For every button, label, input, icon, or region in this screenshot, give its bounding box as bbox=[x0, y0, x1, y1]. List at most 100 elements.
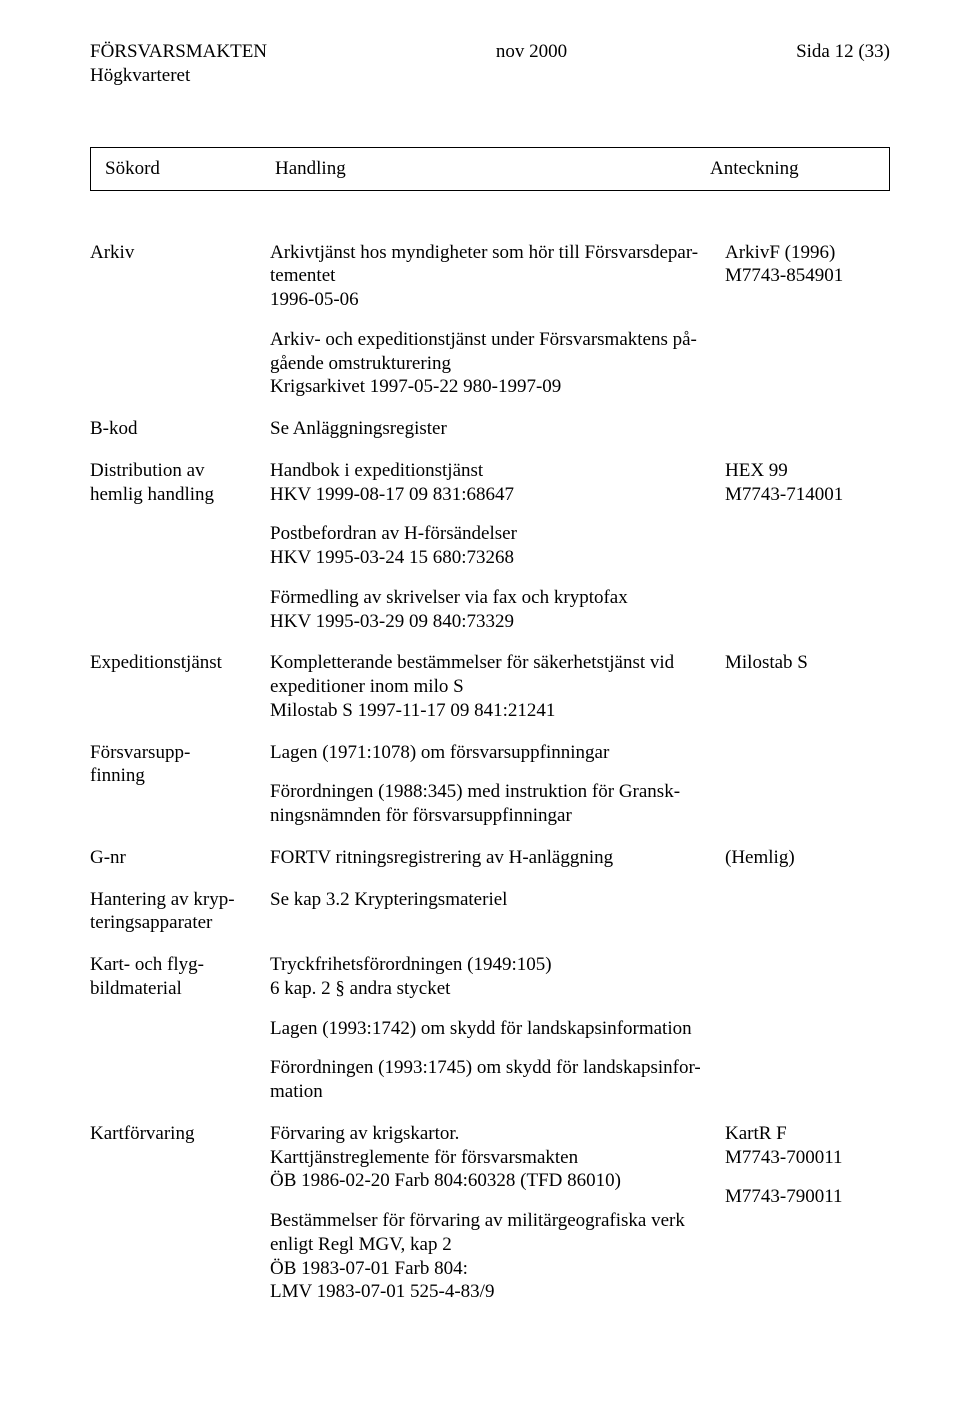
sokord-line: G-nr bbox=[90, 846, 260, 870]
column-header-frame: Sökord Handling Anteckning bbox=[90, 147, 890, 191]
entry-handling: FORTV ritningsregistrering av H-anläggni… bbox=[270, 846, 725, 870]
entry-anteckning: KartR FM7743-700011 M7743-790011 bbox=[725, 1122, 890, 1304]
handling-block: Bestämmelser för förvaring av militärgeo… bbox=[270, 1209, 707, 1304]
anteckning-line: (Hemlig) bbox=[725, 846, 890, 870]
entry-anteckning bbox=[725, 888, 890, 936]
handling-line: Postbefordran av H-försändelser bbox=[270, 522, 707, 546]
handling-block: Tryckfrihetsförordningen (1949:105)6 kap… bbox=[270, 953, 707, 1001]
handling-line: Krigsarkivet 1997-05-22 980-1997-09 bbox=[270, 375, 707, 399]
handling-line: Förmedling av skrivelser via fax och kry… bbox=[270, 586, 707, 610]
entry-row: Hantering av kryp-teringsapparaterSe kap… bbox=[90, 888, 890, 936]
handling-block: Se kap 3.2 Krypteringsmateriel bbox=[270, 888, 707, 912]
entry-row: B-kod Se Anläggningsregister bbox=[90, 417, 890, 441]
column-header-sokord: Sökord bbox=[105, 158, 275, 180]
handling-block: Förvaring av krigskartor.Karttjänstregle… bbox=[270, 1122, 707, 1193]
entry-row: Försvarsupp-finningLagen (1971:1078) om … bbox=[90, 741, 890, 828]
sokord-line: finning bbox=[90, 764, 260, 788]
sokord-line: Försvarsupp- bbox=[90, 741, 260, 765]
entry-sokord: Hantering av kryp-teringsapparater bbox=[90, 888, 270, 936]
entry-handling: Se Anläggningsregister bbox=[270, 417, 725, 441]
entries-list: Arkiv Arkivtjänst hos myndigheter som hör… bbox=[90, 241, 890, 1305]
handling-line: ningsnämnden för försvarsuppfinningar bbox=[270, 804, 707, 828]
handling-line: mation bbox=[270, 1080, 707, 1104]
handling-block: Se Anläggningsregister bbox=[270, 417, 707, 441]
sokord-line: B-kod bbox=[90, 417, 260, 441]
handling-block: Postbefordran av H-försändelserHKV 1995-… bbox=[270, 522, 707, 570]
header-page: Sida 12 (33) bbox=[796, 40, 890, 65]
anteckning-line: ArkivF (1996) bbox=[725, 241, 890, 265]
anteckning-line: M7743-700011 bbox=[725, 1146, 890, 1170]
column-header-row: Sökord Handling Anteckning bbox=[105, 158, 875, 180]
entry-handling: Handbok i expeditionstjänstHKV 1999-08-1… bbox=[270, 459, 725, 634]
entry-anteckning: (Hemlig) bbox=[725, 846, 890, 870]
handling-block: Arkivtjänst hos myndigheter som hör till… bbox=[270, 241, 707, 312]
handling-block: Kompletterande bestämmelser för säkerhet… bbox=[270, 651, 707, 722]
entry-sokord: Kart- och flyg-bildmaterial bbox=[90, 953, 270, 1104]
entry-sokord: Expeditionstjänst bbox=[90, 651, 270, 722]
entry-anteckning bbox=[725, 417, 890, 441]
handling-line: enligt Regl MGV, kap 2 bbox=[270, 1233, 707, 1257]
sokord-line: Kartförvaring bbox=[90, 1122, 260, 1146]
entry-row: Distribution avhemlig handlingHandbok i … bbox=[90, 459, 890, 634]
handling-line: LMV 1983-07-01 525-4-83/9 bbox=[270, 1280, 707, 1304]
handling-block: Förordningen (1988:345) med instruktion … bbox=[270, 780, 707, 828]
handling-line: Kompletterande bestämmelser för säkerhet… bbox=[270, 651, 707, 675]
handling-line: Arkivtjänst hos myndigheter som hör till… bbox=[270, 241, 707, 265]
handling-line: Se Anläggningsregister bbox=[270, 417, 707, 441]
column-header-anteckning: Anteckning bbox=[710, 158, 875, 180]
entry-sokord: Kartförvaring bbox=[90, 1122, 270, 1304]
page: FÖRSVARSMAKTEN nov 2000 Sida 12 (33) Hög… bbox=[0, 0, 960, 1406]
entry-anteckning: ArkivF (1996)M7743-854901 bbox=[725, 241, 890, 400]
entry-handling: Tryckfrihetsförordningen (1949:105)6 kap… bbox=[270, 953, 725, 1104]
entry-sokord: B-kod bbox=[90, 417, 270, 441]
entry-sokord: Arkiv bbox=[90, 241, 270, 400]
entry-sokord: Försvarsupp-finning bbox=[90, 741, 270, 828]
entry-sokord: G-nr bbox=[90, 846, 270, 870]
entry-sokord: Distribution avhemlig handling bbox=[90, 459, 270, 634]
handling-block: Handbok i expeditionstjänstHKV 1999-08-1… bbox=[270, 459, 707, 507]
anteckning-line: Milostab S bbox=[725, 651, 890, 675]
handling-block: Lagen (1971:1078) om försvarsuppfinninga… bbox=[270, 741, 707, 765]
handling-line: Förordningen (1993:1745) om skydd för la… bbox=[270, 1056, 707, 1080]
handling-block: Lagen (1993:1742) om skydd för landskaps… bbox=[270, 1017, 707, 1041]
entry-anteckning: Milostab S bbox=[725, 651, 890, 722]
handling-line: Arkiv- och expeditionstjänst under Försv… bbox=[270, 328, 707, 352]
sokord-line: bildmaterial bbox=[90, 977, 260, 1001]
handling-block: Arkiv- och expeditionstjänst under Försv… bbox=[270, 328, 707, 399]
anteckning-block: KartR FM7743-700011 bbox=[725, 1122, 890, 1170]
handling-line: HKV 1995-03-24 15 680:73268 bbox=[270, 546, 707, 570]
entry-row: Kart- och flyg-bildmaterialTryckfrihetsf… bbox=[90, 953, 890, 1104]
handling-line: 1996-05-06 bbox=[270, 288, 707, 312]
handling-line: Förvaring av krigskartor. bbox=[270, 1122, 707, 1146]
handling-line: FORTV ritningsregistrering av H-anläggni… bbox=[270, 846, 707, 870]
entry-anteckning bbox=[725, 953, 890, 1104]
handling-line: Tryckfrihetsförordningen (1949:105) bbox=[270, 953, 707, 977]
entry-handling: Förvaring av krigskartor.Karttjänstregle… bbox=[270, 1122, 725, 1304]
handling-block: Förmedling av skrivelser via fax och kry… bbox=[270, 586, 707, 634]
anteckning-line: M7743-854901 bbox=[725, 264, 890, 288]
anteckning-line: M7743-790011 bbox=[725, 1185, 890, 1209]
handling-block: Förordningen (1993:1745) om skydd för la… bbox=[270, 1056, 707, 1104]
entry-handling: Lagen (1971:1078) om försvarsuppfinninga… bbox=[270, 741, 725, 828]
entry-row: KartförvaringFörvaring av krigskartor.Ka… bbox=[90, 1122, 890, 1304]
handling-line: Milostab S 1997-11-17 09 841:21241 bbox=[270, 699, 707, 723]
sokord-line: Arkiv bbox=[90, 241, 260, 265]
handling-block: FORTV ritningsregistrering av H-anläggni… bbox=[270, 846, 707, 870]
handling-line: Lagen (1993:1742) om skydd för landskaps… bbox=[270, 1017, 707, 1041]
handling-line: ÖB 1983-07-01 Farb 804: bbox=[270, 1257, 707, 1281]
anteckning-line: KartR F bbox=[725, 1122, 890, 1146]
entry-handling: Se kap 3.2 Krypteringsmateriel bbox=[270, 888, 725, 936]
header-org: FÖRSVARSMAKTEN bbox=[90, 40, 267, 65]
header-line-1: FÖRSVARSMAKTEN nov 2000 Sida 12 (33) bbox=[90, 40, 890, 65]
entry-row: G-nr FORTV ritningsregistrering av H-anlä… bbox=[90, 846, 890, 870]
anteckning-line: M7743-714001 bbox=[725, 483, 890, 507]
entry-handling: Arkivtjänst hos myndigheter som hör till… bbox=[270, 241, 725, 400]
sokord-line: Expeditionstjänst bbox=[90, 651, 260, 675]
handling-line: Bestämmelser för förvaring av militärgeo… bbox=[270, 1209, 707, 1233]
entry-row: Expeditionstjänst Kompletterande bestämme… bbox=[90, 651, 890, 722]
column-header-handling: Handling bbox=[275, 158, 710, 180]
handling-line: Karttjänstreglemente för försvarsmakten bbox=[270, 1146, 707, 1170]
anteckning-line: HEX 99 bbox=[725, 459, 890, 483]
entry-row: Arkiv Arkivtjänst hos myndigheter som hör… bbox=[90, 241, 890, 400]
anteckning-block: M7743-790011 bbox=[725, 1185, 890, 1209]
